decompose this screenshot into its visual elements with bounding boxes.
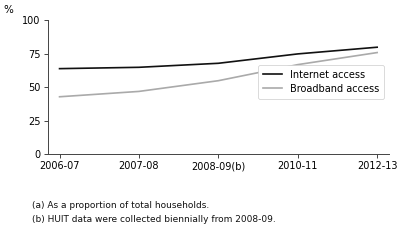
Broadband access — [295, 63, 300, 66]
Line: Internet access: Internet access — [60, 47, 377, 69]
Internet access — [137, 66, 141, 69]
Legend: Internet access, Broadband access: Internet access, Broadband access — [258, 65, 384, 99]
Internet access — [375, 46, 380, 49]
Internet access — [57, 67, 62, 70]
Internet access — [216, 62, 221, 65]
Text: %: % — [3, 5, 13, 15]
Text: (b) HUIT data were collected biennially from 2008-09.: (b) HUIT data were collected biennially … — [32, 215, 276, 224]
Line: Broadband access: Broadband access — [60, 53, 377, 97]
Broadband access — [137, 90, 141, 93]
Broadband access — [216, 79, 221, 82]
Text: (a) As a proportion of total households.: (a) As a proportion of total households. — [32, 201, 209, 210]
Internet access — [295, 53, 300, 55]
Broadband access — [375, 51, 380, 54]
Broadband access — [57, 95, 62, 98]
